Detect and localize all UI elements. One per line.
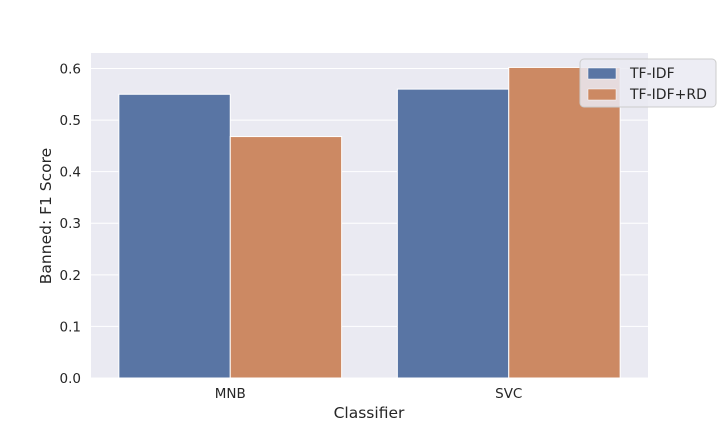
bar-svc-tf-idf xyxy=(396,88,510,379)
legend-label: TF-IDF+RD xyxy=(629,87,707,103)
y-tick-labels: 0.0 0.1 0.2 0.3 0.4 0.5 0.6 xyxy=(60,61,81,387)
bar-svc-tf-idf-rd xyxy=(508,66,621,379)
bar-mnb-tf-idf xyxy=(118,93,231,379)
x-tick-label: SVC xyxy=(495,386,522,402)
y-tick-label: 0.3 xyxy=(60,216,81,232)
x-tick-labels: MNB SVC xyxy=(215,386,523,402)
y-axis-label: Banned: F1 Score xyxy=(37,148,55,284)
legend-swatch xyxy=(587,67,617,80)
x-tick-label: MNB xyxy=(215,386,246,402)
y-tick-label: 0.1 xyxy=(60,319,81,335)
legend: TF-IDF TF-IDF+RD xyxy=(579,58,717,108)
legend-label: TF-IDF xyxy=(629,66,675,82)
y-tick-label: 0.2 xyxy=(60,268,81,284)
legend-swatch xyxy=(587,88,617,101)
y-tick-label: 0.6 xyxy=(60,61,81,77)
x-axis-label: Classifier xyxy=(334,404,405,422)
bars xyxy=(118,66,621,379)
y-tick-label: 0.5 xyxy=(60,113,81,129)
bar-mnb-tf-idf-rd xyxy=(229,136,343,379)
y-tick-label: 0.0 xyxy=(60,371,81,387)
y-tick-label: 0.4 xyxy=(60,165,81,181)
